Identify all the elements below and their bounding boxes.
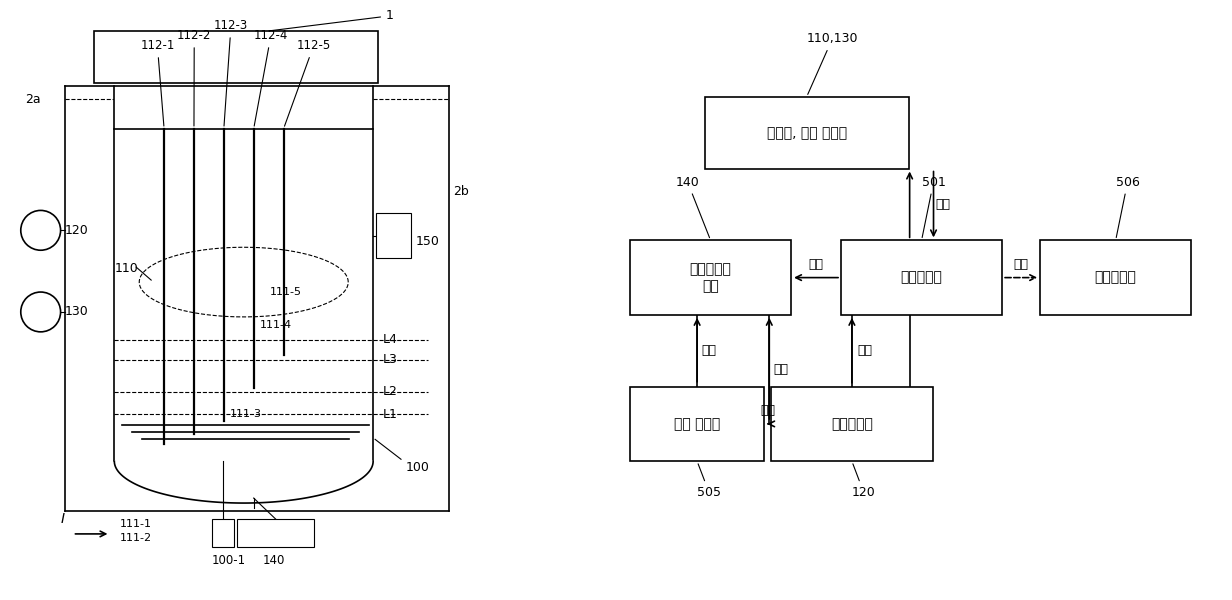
Text: 1: 1 (269, 10, 394, 31)
Text: 신호: 신호 (1014, 257, 1029, 271)
Bar (95, 31, 378, 83)
Text: 전력공급원: 전력공급원 (830, 417, 872, 431)
Text: 505: 505 (697, 464, 721, 499)
Text: 무선명령부: 무선명령부 (1095, 271, 1137, 284)
Text: 신호: 신호 (701, 344, 716, 357)
Text: 110,130: 110,130 (807, 32, 859, 94)
Bar (771, 386, 933, 461)
Text: L1: L1 (383, 408, 398, 421)
Text: 140: 140 (675, 176, 710, 238)
Text: 비상 스위치: 비상 스위치 (674, 417, 721, 431)
Text: 중앙제어부: 중앙제어부 (901, 271, 942, 284)
Text: 501: 501 (922, 176, 945, 238)
Bar (115, 86, 373, 129)
Polygon shape (115, 461, 373, 503)
Text: 120: 120 (64, 224, 89, 237)
Bar (630, 386, 764, 461)
Bar (212, 519, 234, 547)
Text: 솔레노이드
밸브: 솔레노이드 밸브 (690, 263, 732, 293)
Bar (376, 214, 411, 258)
Text: 신호: 신호 (935, 198, 951, 211)
Text: 111-4: 111-4 (260, 320, 292, 330)
Text: L4: L4 (383, 334, 398, 346)
Text: 전력: 전력 (857, 344, 873, 357)
Text: 2a: 2a (25, 93, 41, 106)
Text: L3: L3 (383, 353, 398, 366)
Text: 112-4: 112-4 (254, 29, 288, 126)
Text: 506: 506 (1116, 176, 1140, 238)
Text: 150: 150 (416, 235, 440, 248)
Text: 130: 130 (64, 305, 89, 319)
Text: 111-3: 111-3 (230, 409, 261, 419)
Bar (1040, 240, 1191, 315)
Text: 112-5: 112-5 (285, 39, 330, 126)
Text: 전력: 전력 (760, 404, 775, 417)
Bar (237, 519, 314, 547)
Text: 140: 140 (262, 554, 285, 567)
Text: 111-1: 111-1 (121, 519, 153, 529)
Text: I: I (60, 512, 65, 526)
Text: 2b: 2b (452, 185, 468, 199)
Text: 112-1: 112-1 (140, 39, 175, 126)
Text: 112-2: 112-2 (177, 29, 212, 126)
Bar (630, 240, 791, 315)
Text: 감지부, 전류 측정부: 감지부, 전류 측정부 (766, 126, 846, 140)
Bar (841, 240, 1002, 315)
Circle shape (21, 211, 60, 250)
Circle shape (21, 292, 60, 332)
Text: 111-5: 111-5 (270, 287, 302, 297)
Text: 110: 110 (115, 262, 138, 275)
Text: 111-2: 111-2 (120, 533, 153, 543)
Bar (705, 97, 909, 169)
Text: 전력: 전력 (774, 363, 788, 376)
Text: 신호: 신호 (808, 257, 823, 271)
Text: 100: 100 (407, 461, 430, 474)
Text: 120: 120 (851, 464, 876, 499)
Text: 112-3: 112-3 (214, 19, 248, 126)
Text: L2: L2 (383, 385, 398, 398)
Text: 100-1: 100-1 (212, 554, 246, 567)
